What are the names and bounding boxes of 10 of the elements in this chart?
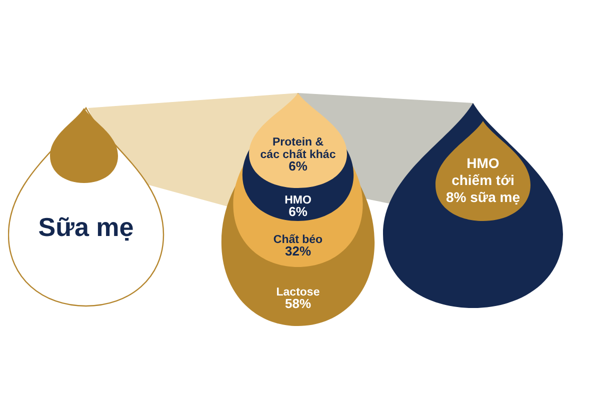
text: Sữa mẹ — [38, 212, 134, 242]
data-label: 6% — [288, 204, 308, 219]
category-label: Protein & các chất khác — [260, 136, 336, 161]
data-label: 6% — [288, 158, 308, 174]
category-label: Lactose — [276, 286, 320, 298]
data-label: 58% — [284, 296, 312, 311]
category-label: HMO — [284, 194, 312, 206]
category-label: Chất béo — [273, 234, 323, 246]
text: HMO chiếm tới 8% sữa mẹ — [446, 155, 520, 205]
data-label: 32% — [284, 243, 312, 258]
